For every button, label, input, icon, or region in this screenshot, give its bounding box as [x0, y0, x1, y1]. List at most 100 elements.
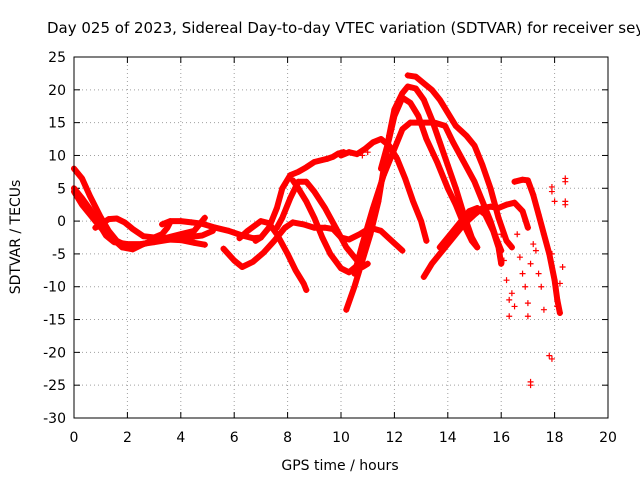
- data-point: [391, 145, 398, 152]
- x-tick-label: 6: [230, 430, 239, 446]
- data-point: [452, 201, 459, 208]
- data-point: [452, 185, 459, 192]
- data-point: [321, 224, 328, 231]
- data-point: [519, 208, 526, 215]
- data-point: [359, 241, 366, 248]
- data-point: [79, 201, 86, 208]
- data-point: [524, 313, 531, 320]
- y-tick-label: -5: [52, 247, 66, 263]
- y-axis-label: SDTVAR / TECUs: [8, 180, 24, 295]
- data-point: [471, 142, 478, 149]
- data-point: [418, 218, 425, 225]
- data-point: [503, 201, 510, 208]
- data-point: [271, 237, 278, 244]
- data-point: [289, 177, 296, 184]
- data-point: [495, 244, 502, 251]
- data-point: [420, 96, 427, 103]
- data-point: [244, 227, 251, 234]
- data-point: [551, 198, 558, 205]
- data-point: [319, 234, 326, 241]
- data-point: [399, 94, 406, 101]
- data-point: [399, 247, 406, 254]
- data-point: [490, 227, 497, 234]
- series-arc-17: [436, 204, 505, 267]
- y-axis-ticks: -30 -25 -20 -15 -10 -5 0 5 10 15 20 25: [43, 50, 608, 427]
- data-point: [199, 220, 206, 227]
- data-point: [343, 306, 350, 313]
- data-point: [351, 270, 358, 277]
- data-point: [343, 244, 350, 251]
- data-point: [338, 265, 344, 272]
- data-point: [191, 239, 198, 246]
- data-point: [378, 165, 385, 172]
- x-tick-label: 0: [70, 430, 79, 446]
- y-tick-label: -30: [43, 411, 66, 427]
- data-point: [129, 225, 136, 232]
- y-tick-label: 0: [57, 214, 66, 230]
- data-point: [559, 264, 566, 271]
- data-point: [511, 178, 518, 185]
- data-point: [239, 264, 246, 271]
- data-point: [535, 270, 542, 277]
- y-tick-label: 10: [48, 148, 66, 164]
- series-arc-10: [236, 218, 310, 294]
- data-point: [236, 235, 243, 242]
- data-point: [455, 221, 462, 228]
- data-point: [364, 149, 371, 156]
- data-point: [495, 204, 502, 211]
- data-point: [535, 211, 542, 218]
- data-point: [225, 227, 232, 234]
- data-point: [444, 109, 451, 116]
- data-point: [159, 231, 166, 238]
- y-tick-label: -10: [43, 280, 66, 296]
- data-point: [370, 139, 377, 146]
- data-point: [474, 244, 481, 251]
- x-tick-label: 20: [599, 430, 617, 446]
- data-point: [463, 132, 470, 139]
- data-point: [471, 178, 478, 185]
- data-point: [548, 355, 555, 362]
- data-point: [519, 176, 526, 183]
- data-point: [188, 219, 195, 226]
- data-point: [394, 155, 401, 162]
- data-point: [273, 231, 280, 238]
- data-point: [129, 246, 136, 253]
- data-point: [436, 244, 443, 251]
- data-point: [332, 224, 339, 231]
- data-point: [519, 270, 526, 277]
- data-point: [516, 254, 523, 261]
- data-point: [199, 232, 206, 239]
- data-point: [311, 159, 318, 166]
- data-point: [300, 280, 307, 287]
- x-tick-label: 2: [123, 430, 132, 446]
- data-point: [346, 236, 353, 243]
- data-point: [108, 234, 115, 241]
- data-point: [420, 80, 427, 87]
- data-point: [327, 250, 334, 257]
- data-point: [546, 352, 553, 359]
- data-point: [303, 178, 310, 185]
- data-point: [140, 233, 147, 240]
- data-point: [479, 162, 486, 169]
- data-point: [450, 139, 457, 146]
- data-point: [257, 234, 264, 241]
- chart-title: Day 025 of 2023, Sidereal Day-to-day VTE…: [47, 19, 640, 37]
- data-point: [164, 224, 171, 231]
- data-point: [532, 247, 539, 254]
- data-point: [281, 224, 288, 231]
- data-point: [140, 241, 147, 248]
- data-point: [444, 162, 451, 169]
- series-line: [404, 72, 515, 251]
- data-point: [159, 221, 166, 228]
- data-point: [508, 290, 515, 297]
- y-tick-label: -25: [43, 378, 66, 394]
- data-point: [300, 221, 307, 228]
- x-axis-label: GPS time / hours: [281, 458, 398, 474]
- data-point: [500, 257, 507, 264]
- y-tick-label: -15: [43, 313, 66, 329]
- y-tick-label: 25: [48, 50, 66, 66]
- data-point: [524, 224, 531, 231]
- data-point: [466, 208, 473, 215]
- data-point: [279, 185, 286, 192]
- data-point: [410, 198, 417, 205]
